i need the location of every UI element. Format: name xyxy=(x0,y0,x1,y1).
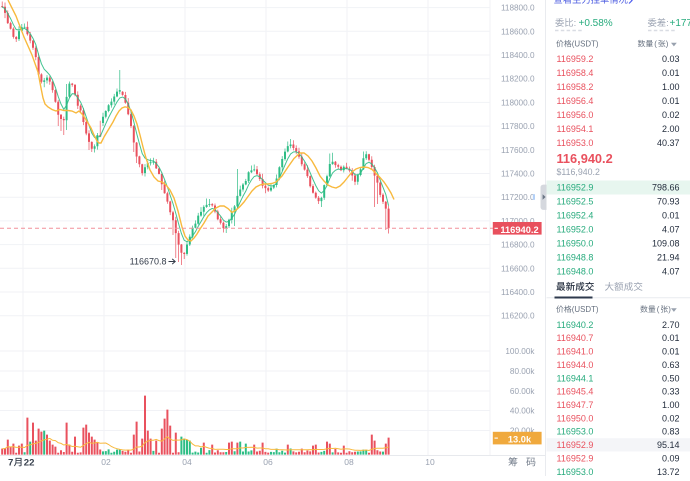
svg-text:$116,940.2: $116,940.2 xyxy=(557,167,600,177)
svg-text:116953.0: 116953.0 xyxy=(557,427,594,437)
svg-text:116952.4: 116952.4 xyxy=(557,211,594,221)
svg-text:116670.8: 116670.8 xyxy=(130,257,167,267)
svg-text:116952.9: 116952.9 xyxy=(557,440,594,450)
svg-text:0.02: 0.02 xyxy=(662,110,680,120)
svg-text:116945.4: 116945.4 xyxy=(557,387,594,397)
svg-text:116940.2: 116940.2 xyxy=(557,320,594,330)
svg-text:116953.0: 116953.0 xyxy=(557,467,594,476)
svg-text:40.37: 40.37 xyxy=(657,138,680,148)
svg-text:+0.58%: +0.58% xyxy=(579,18,613,29)
svg-text:0.33: 0.33 xyxy=(662,387,680,397)
svg-text:0.83: 0.83 xyxy=(662,427,680,437)
svg-text:1.00: 1.00 xyxy=(662,400,680,410)
svg-text:798.66: 798.66 xyxy=(652,183,680,193)
svg-text:0.63: 0.63 xyxy=(662,360,680,370)
svg-text:116600.0: 116600.0 xyxy=(501,264,535,273)
svg-text:): ) xyxy=(666,40,669,49)
svg-text:117600.0: 117600.0 xyxy=(501,146,535,155)
svg-text:100.00k: 100.00k xyxy=(505,347,535,356)
svg-text:116952.5: 116952.5 xyxy=(557,197,594,207)
svg-text:109.08: 109.08 xyxy=(652,239,680,249)
svg-text:116956.4: 116956.4 xyxy=(557,96,594,106)
svg-text:95.14: 95.14 xyxy=(657,440,680,450)
svg-text:116953.0: 116953.0 xyxy=(557,138,594,148)
svg-text:116958.2: 116958.2 xyxy=(557,82,594,92)
svg-text:(: ( xyxy=(657,305,660,314)
svg-text:(: ( xyxy=(654,40,657,49)
svg-text:116948.8: 116948.8 xyxy=(557,253,594,263)
svg-text:118000.0: 118000.0 xyxy=(501,98,535,107)
svg-text:21.94: 21.94 xyxy=(657,253,680,263)
svg-text:1.00: 1.00 xyxy=(662,82,680,92)
svg-text:0.02: 0.02 xyxy=(662,413,680,423)
svg-text:116954.1: 116954.1 xyxy=(557,124,594,134)
svg-text:116958.4: 116958.4 xyxy=(557,68,594,78)
svg-text:117200.0: 117200.0 xyxy=(501,193,535,202)
svg-text:04: 04 xyxy=(182,457,192,467)
svg-text:116950.0: 116950.0 xyxy=(557,413,594,423)
svg-text:22: 22 xyxy=(24,458,35,469)
svg-text:7: 7 xyxy=(8,458,13,469)
svg-text:0.01: 0.01 xyxy=(662,96,680,106)
svg-text:2.00: 2.00 xyxy=(662,124,680,134)
svg-text:0.01: 0.01 xyxy=(662,347,680,357)
svg-text:116947.7: 116947.7 xyxy=(557,400,594,410)
svg-text:118600.0: 118600.0 xyxy=(501,27,535,36)
svg-text:60.00k: 60.00k xyxy=(510,387,535,396)
svg-text:4.07: 4.07 xyxy=(662,225,680,235)
svg-text:116952.9: 116952.9 xyxy=(557,453,594,463)
svg-text:): ) xyxy=(668,305,671,314)
svg-text:116940.2: 116940.2 xyxy=(500,225,538,235)
svg-text:116940.7: 116940.7 xyxy=(557,333,594,343)
svg-text:4.07: 4.07 xyxy=(662,267,680,277)
svg-text:0.01: 0.01 xyxy=(662,68,680,78)
svg-text:2.70: 2.70 xyxy=(662,320,680,330)
svg-text:117400.0: 117400.0 xyxy=(501,170,535,179)
svg-text:08: 08 xyxy=(344,457,354,467)
svg-text:+1774: +1774 xyxy=(670,18,690,29)
svg-text::: : xyxy=(666,18,669,28)
svg-text:06: 06 xyxy=(263,457,273,467)
svg-text:0.09: 0.09 xyxy=(662,453,680,463)
svg-text:116952.9: 116952.9 xyxy=(557,183,594,193)
svg-text:118400.0: 118400.0 xyxy=(501,51,535,60)
svg-text:40.00k: 40.00k xyxy=(510,407,535,416)
svg-text:116944.0: 116944.0 xyxy=(557,360,594,370)
svg-text:116,940.2: 116,940.2 xyxy=(557,151,613,166)
svg-text:0.50: 0.50 xyxy=(662,373,680,383)
svg-text:13.72: 13.72 xyxy=(657,467,680,476)
svg-text:116800.0: 116800.0 xyxy=(501,241,535,250)
svg-text:02: 02 xyxy=(101,457,111,467)
svg-text:70.93: 70.93 xyxy=(657,197,680,207)
svg-text:13.0k: 13.0k xyxy=(508,435,532,445)
svg-text:118800.0: 118800.0 xyxy=(501,4,535,13)
svg-text:116950.0: 116950.0 xyxy=(557,239,594,249)
svg-text:(USDT): (USDT) xyxy=(572,305,599,314)
svg-text:0.01: 0.01 xyxy=(662,211,680,221)
svg-text:117800.0: 117800.0 xyxy=(501,122,535,131)
svg-text:116200.0: 116200.0 xyxy=(501,312,535,321)
svg-text:116944.1: 116944.1 xyxy=(557,373,594,383)
svg-text:0.01: 0.01 xyxy=(662,333,680,343)
svg-text:116959.2: 116959.2 xyxy=(557,54,594,64)
svg-text:10: 10 xyxy=(425,457,435,467)
svg-text:116400.0: 116400.0 xyxy=(501,288,535,297)
svg-text::: : xyxy=(574,18,577,28)
svg-text:0.03: 0.03 xyxy=(662,54,680,64)
svg-text:116948.0: 116948.0 xyxy=(557,267,594,277)
svg-text:80.00k: 80.00k xyxy=(510,367,535,376)
svg-text:(USDT): (USDT) xyxy=(572,40,599,49)
svg-text:116956.0: 116956.0 xyxy=(557,110,594,120)
svg-text:116941.0: 116941.0 xyxy=(557,347,594,357)
svg-text:118200.0: 118200.0 xyxy=(501,75,535,84)
svg-text:116952.0: 116952.0 xyxy=(557,225,594,235)
